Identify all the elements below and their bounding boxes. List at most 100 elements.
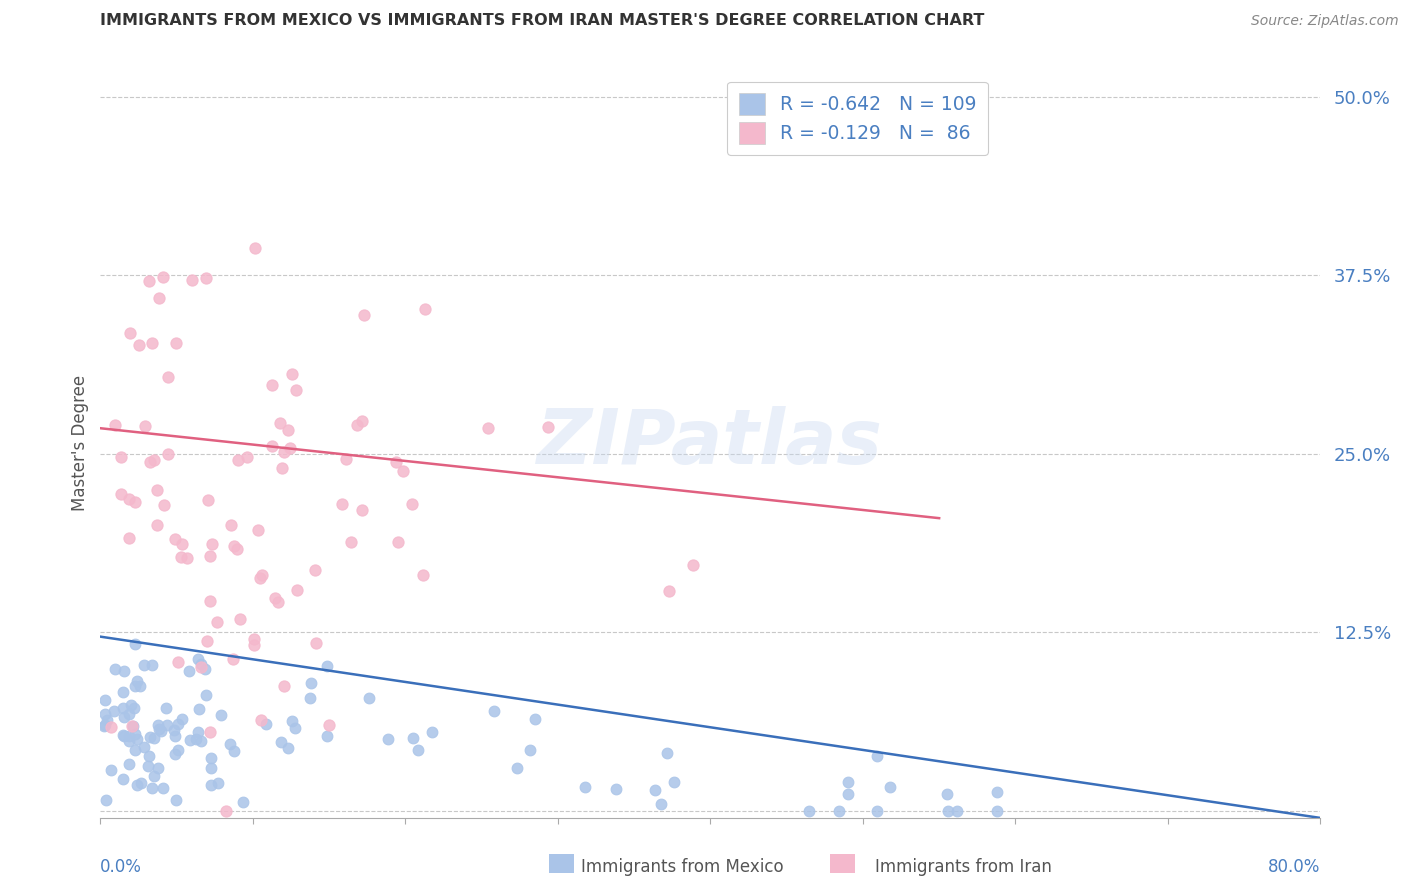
Point	[167, 717, 190, 731]
Point	[655, 746, 678, 760]
Point	[200, 549, 222, 563]
Point	[243, 632, 266, 647]
Point	[281, 367, 304, 381]
Point	[243, 241, 266, 255]
Point	[287, 582, 309, 597]
Point	[200, 725, 222, 739]
Point	[219, 738, 242, 752]
Point	[828, 804, 851, 818]
Point	[277, 423, 299, 437]
Point	[201, 537, 224, 551]
Point	[163, 723, 186, 737]
Point	[278, 441, 301, 455]
Point	[408, 743, 430, 757]
Point	[650, 797, 672, 811]
Point	[179, 733, 201, 747]
Point	[837, 775, 859, 789]
Point	[195, 271, 218, 285]
Text: ZIPatlas: ZIPatlas	[537, 406, 883, 480]
Point	[482, 704, 505, 718]
Point	[110, 450, 132, 465]
Point	[112, 729, 135, 743]
Text: Immigrants from Iran: Immigrants from Iran	[875, 858, 1052, 876]
Point	[359, 690, 381, 705]
Point	[143, 769, 166, 783]
Point	[879, 780, 901, 794]
Point	[524, 712, 547, 726]
Point	[152, 780, 174, 795]
Point	[148, 292, 170, 306]
Point	[935, 787, 957, 801]
Point	[94, 706, 117, 721]
Point	[200, 778, 222, 792]
Point	[165, 747, 187, 761]
Point	[226, 452, 249, 467]
Point	[299, 676, 322, 690]
Point	[270, 735, 292, 749]
Text: IMMIGRANTS FROM MEXICO VS IMMIGRANTS FROM IRAN MASTER'S DEGREE CORRELATION CHART: IMMIGRANTS FROM MEXICO VS IMMIGRANTS FRO…	[100, 13, 984, 29]
Point	[177, 665, 200, 679]
Point	[181, 273, 204, 287]
Point	[157, 369, 180, 384]
Text: Source: ZipAtlas.com: Source: ZipAtlas.com	[1251, 14, 1399, 29]
Point	[938, 804, 960, 818]
Point	[149, 723, 172, 738]
Point	[134, 418, 156, 433]
Point	[148, 722, 170, 736]
Point	[194, 662, 217, 676]
Point	[122, 701, 145, 715]
Point	[124, 679, 146, 693]
Point	[124, 495, 146, 509]
Point	[263, 591, 285, 605]
Point	[163, 729, 186, 743]
Point	[402, 731, 425, 746]
Point	[165, 793, 187, 807]
Point	[285, 383, 308, 397]
Point	[122, 719, 145, 733]
Point	[260, 438, 283, 452]
Point	[866, 749, 889, 764]
Point	[187, 702, 209, 716]
Point	[273, 444, 295, 458]
Point	[644, 783, 666, 797]
Point	[172, 537, 194, 551]
Point	[112, 710, 135, 724]
Point	[118, 730, 141, 744]
Point	[658, 584, 681, 599]
Point	[103, 704, 125, 718]
Point	[93, 718, 115, 732]
Point	[111, 728, 134, 742]
Point	[219, 518, 242, 533]
Point	[249, 572, 271, 586]
Point	[165, 336, 187, 351]
Point	[304, 562, 326, 576]
Point	[197, 493, 219, 508]
Point	[222, 744, 245, 758]
Point	[155, 700, 177, 714]
Point	[271, 461, 294, 475]
Point	[141, 780, 163, 795]
Point	[176, 550, 198, 565]
Point	[156, 447, 179, 461]
Point	[377, 732, 399, 747]
Text: 0.0%: 0.0%	[100, 858, 142, 876]
Point	[111, 701, 134, 715]
Point	[129, 776, 152, 790]
Point	[170, 712, 193, 726]
Point	[352, 414, 374, 428]
Point	[298, 690, 321, 705]
Point	[267, 595, 290, 609]
Point	[222, 652, 245, 666]
Point	[305, 636, 328, 650]
Point	[207, 615, 229, 629]
Point	[118, 706, 141, 721]
Point	[346, 418, 368, 433]
Point	[682, 558, 704, 572]
Point	[156, 718, 179, 732]
Point	[837, 787, 859, 801]
Point	[537, 419, 560, 434]
Point	[574, 780, 596, 794]
Point	[118, 531, 141, 545]
Point	[118, 492, 141, 507]
Point	[243, 638, 266, 652]
